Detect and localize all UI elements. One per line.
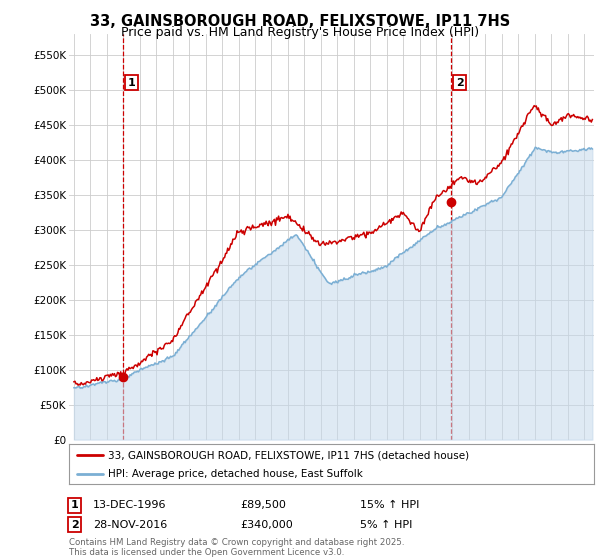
Text: 1: 1	[71, 500, 79, 510]
Text: £340,000: £340,000	[240, 520, 293, 530]
Text: 13-DEC-1996: 13-DEC-1996	[93, 500, 167, 510]
Text: £89,500: £89,500	[240, 500, 286, 510]
Text: 33, GAINSBOROUGH ROAD, FELIXSTOWE, IP11 7HS: 33, GAINSBOROUGH ROAD, FELIXSTOWE, IP11 …	[90, 14, 510, 29]
Text: 15% ↑ HPI: 15% ↑ HPI	[360, 500, 419, 510]
Text: 5% ↑ HPI: 5% ↑ HPI	[360, 520, 412, 530]
Text: Price paid vs. HM Land Registry's House Price Index (HPI): Price paid vs. HM Land Registry's House …	[121, 26, 479, 39]
Text: 33, GAINSBOROUGH ROAD, FELIXSTOWE, IP11 7HS (detached house): 33, GAINSBOROUGH ROAD, FELIXSTOWE, IP11 …	[109, 450, 470, 460]
Text: Contains HM Land Registry data © Crown copyright and database right 2025.
This d: Contains HM Land Registry data © Crown c…	[69, 538, 404, 557]
Text: 1: 1	[128, 78, 136, 87]
Text: HPI: Average price, detached house, East Suffolk: HPI: Average price, detached house, East…	[109, 469, 363, 479]
Text: 2: 2	[456, 78, 464, 87]
Text: 28-NOV-2016: 28-NOV-2016	[93, 520, 167, 530]
Text: 2: 2	[71, 520, 79, 530]
